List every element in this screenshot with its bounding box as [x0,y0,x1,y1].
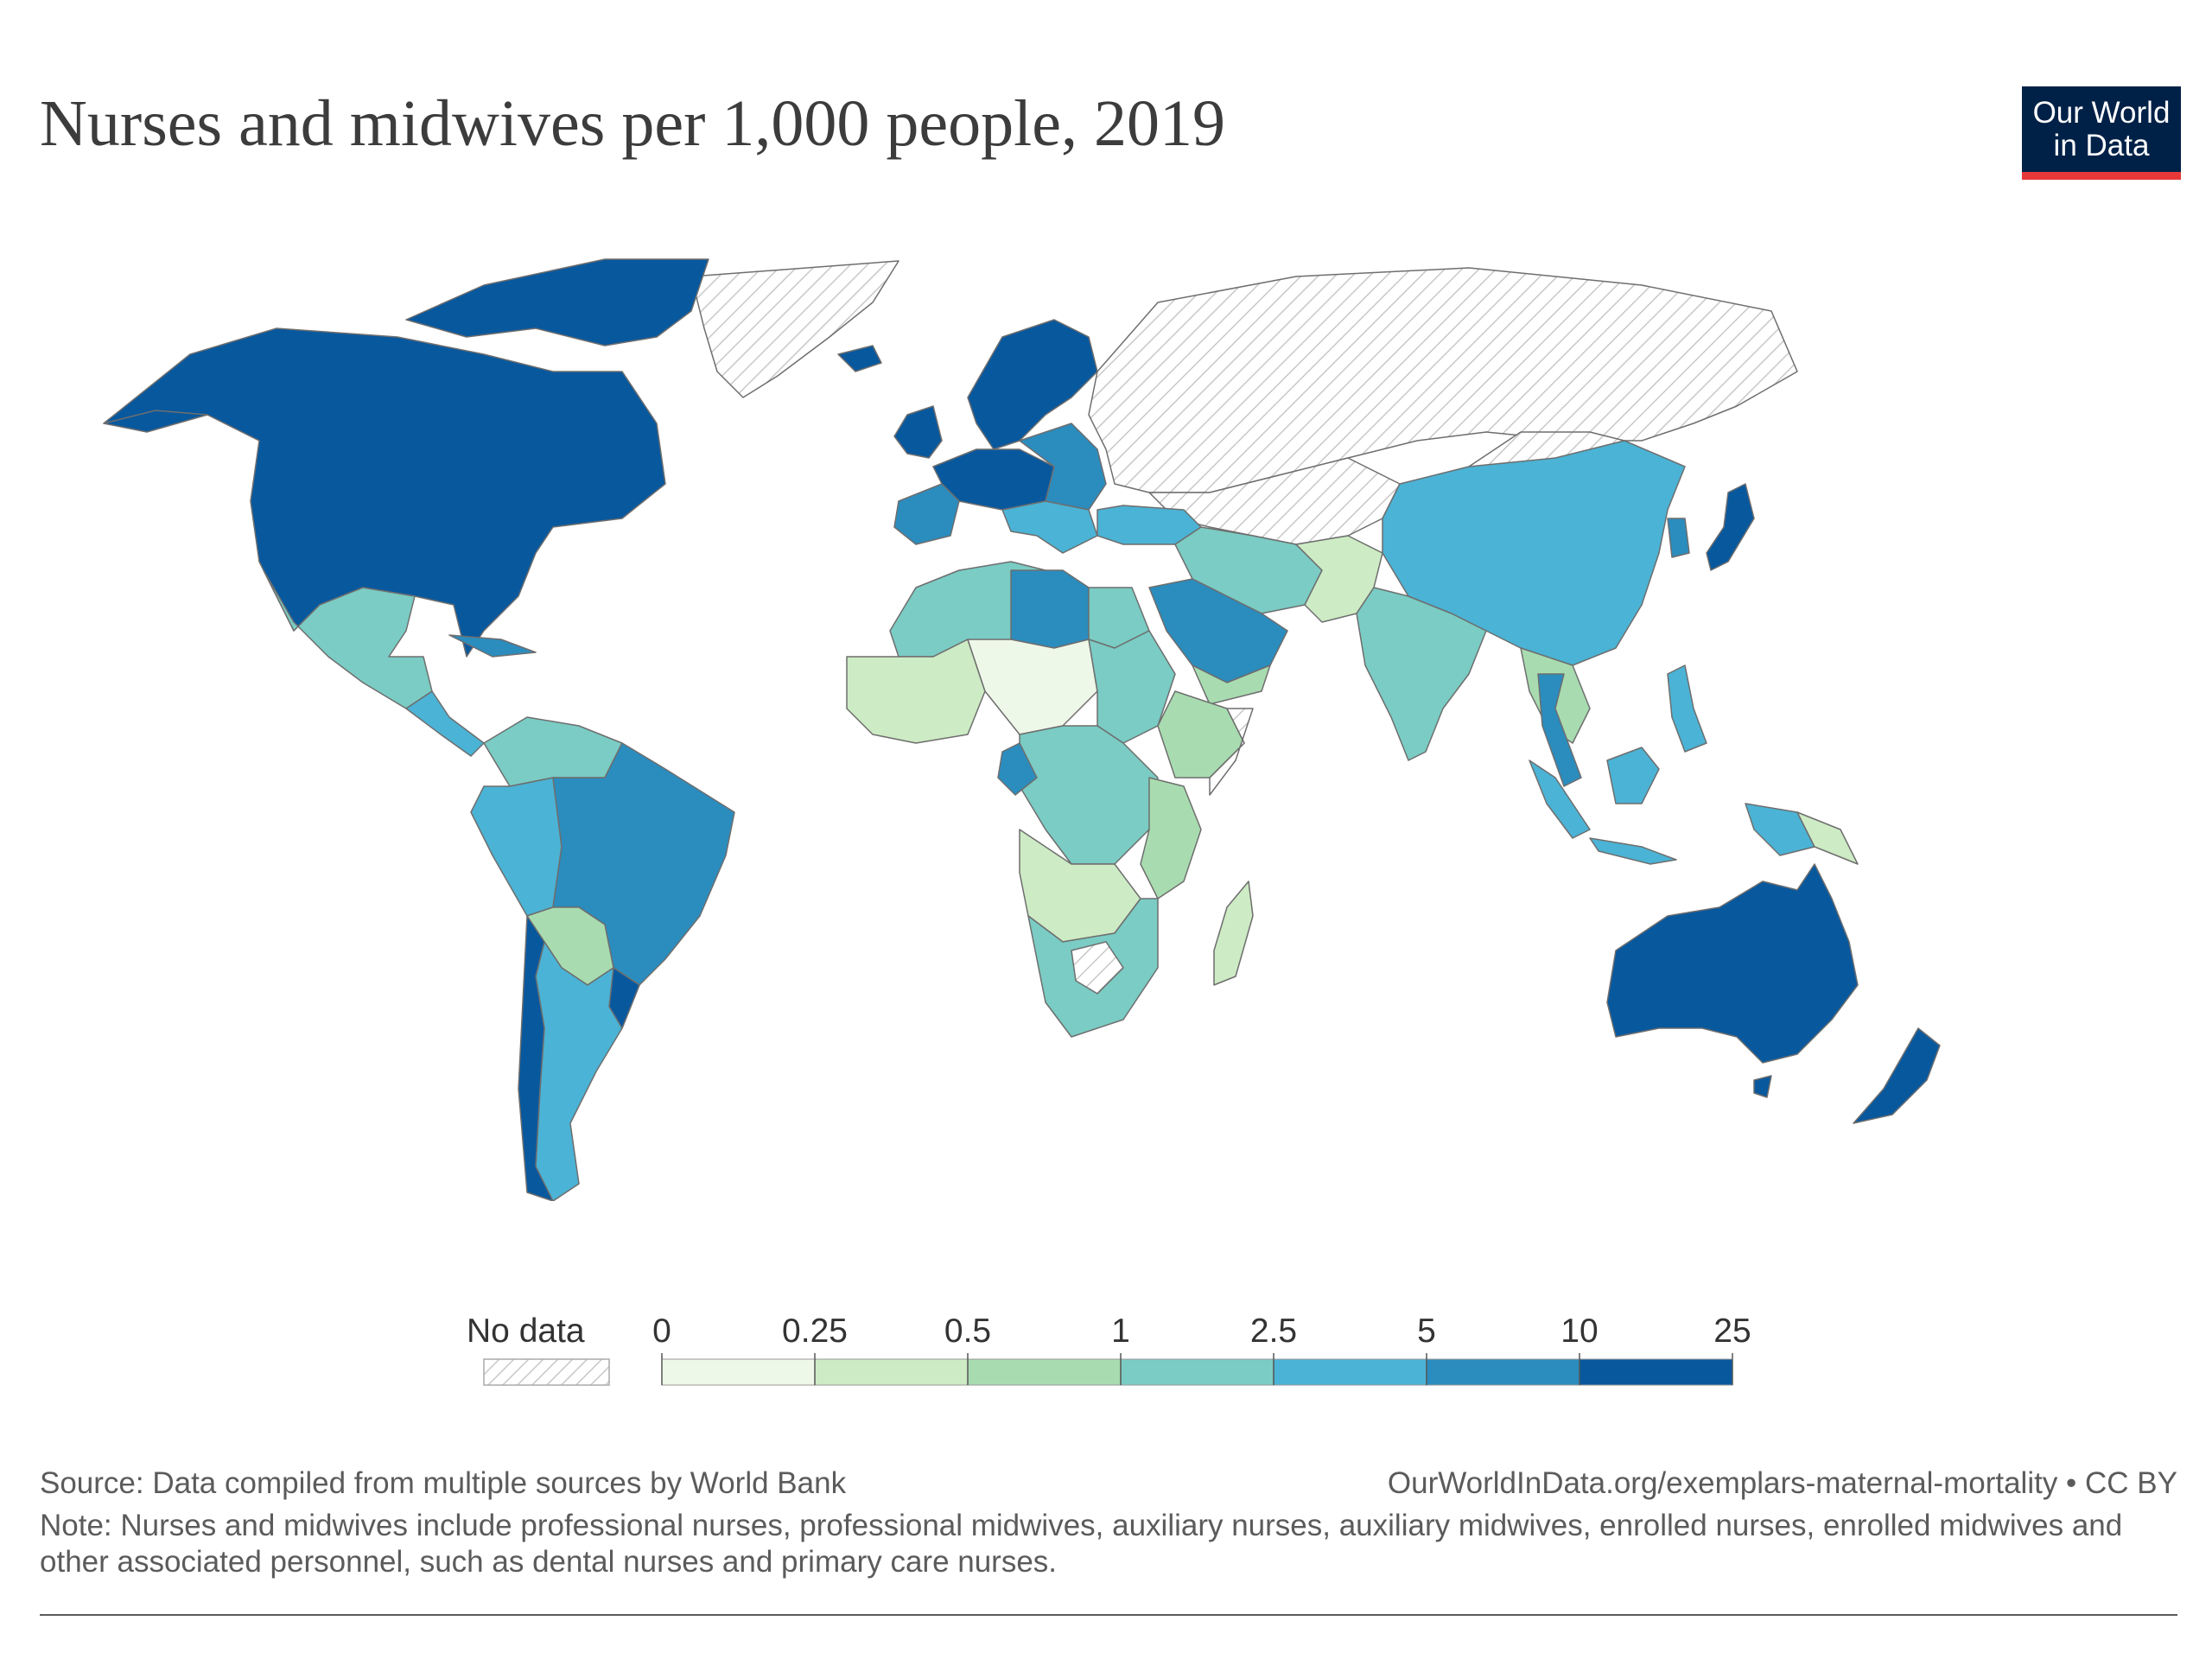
legend-bin[interactable] [661,1358,816,1386]
legend-tick-label: 25 [1713,1313,1751,1350]
legend-bin[interactable] [967,1358,1122,1386]
region-madagascar[interactable] [1213,880,1254,986]
legend-tick-label: 2.5 [1250,1313,1297,1350]
region-west-africa[interactable] [846,639,986,744]
region-indonesia-sumatra[interactable] [1529,760,1591,839]
region-northern-south-america[interactable] [483,716,623,787]
region-iceland[interactable] [837,345,882,372]
region-niger-chad[interactable] [967,639,1098,735]
region-korea[interactable] [1667,518,1690,558]
color-legend: No data 0 0.25 0.5 1 2.5 5 10 25 [467,1313,1751,1386]
countries [103,258,1941,1201]
region-new-zealand[interactable] [1853,1027,1941,1124]
region-uk[interactable] [893,405,943,459]
footnote: Note: Nurses and midwives include profes… [40,1509,2123,1579]
region-uruguay[interactable] [608,967,640,1029]
region-papua-new-guinea[interactable] [1796,811,1859,865]
region-mexico[interactable] [263,569,433,709]
region-indonesia-java[interactable] [1589,837,1677,865]
logo-line-1: Our World [2032,95,2171,130]
legend-bin[interactable] [1426,1358,1580,1386]
region-new-guinea[interactable] [1745,803,1815,856]
legend-tick-label: 10 [1560,1313,1598,1350]
region-iberia[interactable] [893,483,960,545]
legend-tick-label: 0.25 [782,1313,848,1350]
region-mongolia[interactable] [1468,431,1625,467]
region-alaska-tip[interactable] [103,410,208,433]
no-data-key: No data [467,1313,610,1386]
region-thailand[interactable] [1537,673,1582,787]
owid-logo[interactable]: Our World in Data [2022,86,2181,180]
region-somalia[interactable] [1209,708,1254,796]
region-botswana[interactable] [1071,941,1124,995]
region-libya[interactable] [1010,569,1090,649]
region-australia[interactable] [1606,863,1859,1064]
region-gabon-congo[interactable] [997,742,1038,796]
legend-bins [661,1358,1733,1386]
region-canada-islands[interactable] [405,258,709,346]
footer-divider [40,1614,2177,1616]
world-map[interactable] [0,225,2212,1201]
region-greenland[interactable] [690,260,899,398]
region-italy-balkans[interactable] [1001,500,1098,554]
chart-title: Nurses and midwives per 1,000 people, 20… [40,87,1225,160]
legend-ticks: 0 0.25 0.5 1 2.5 5 10 25 [652,1313,1751,1385]
region-caribbean[interactable] [448,634,537,658]
legend-no-data-swatch [483,1358,610,1386]
source-text: Source: Data compiled from multiple sour… [40,1466,847,1500]
region-north-america[interactable] [103,327,666,658]
legend-tick-label: 0 [652,1313,671,1350]
legend-bin[interactable] [1273,1358,1427,1386]
region-east-africa[interactable] [1140,777,1202,899]
legend-bin[interactable] [814,1358,969,1386]
region-india[interactable] [1356,587,1487,761]
legend-bin[interactable] [1579,1358,1733,1386]
region-central-asia[interactable] [1148,457,1401,545]
region-saudi-arabia[interactable] [1148,578,1288,683]
region-indonesia-borneo[interactable] [1606,747,1660,804]
legend-tick-label: 1 [1111,1313,1130,1350]
logo-line-2: in Data [2053,128,2150,162]
region-eastern-europe[interactable] [1019,423,1107,511]
region-scandinavia[interactable] [967,319,1098,450]
legend-no-data-label: No data [467,1313,585,1350]
region-chile[interactable] [518,915,554,1201]
legend-tick-label: 5 [1417,1313,1436,1350]
legend-bin[interactable] [1120,1358,1274,1386]
region-russia[interactable] [1088,267,1798,493]
region-philippines[interactable] [1667,664,1707,753]
source-url-link[interactable]: OurWorldInData.org/exemplars-maternal-mo… [1387,1466,2177,1500]
region-central-america[interactable] [405,690,485,757]
region-japan[interactable] [1706,483,1755,571]
region-tasmania[interactable] [1753,1075,1772,1098]
region-peru[interactable] [470,777,563,917]
legend-tick-label: 0.5 [944,1313,991,1350]
region-yemen[interactable] [1192,664,1271,705]
